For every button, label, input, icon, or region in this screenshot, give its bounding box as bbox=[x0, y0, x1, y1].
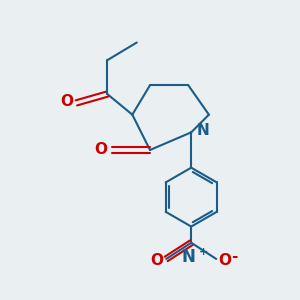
Text: N: N bbox=[196, 123, 209, 138]
Text: N: N bbox=[182, 248, 196, 266]
Text: O: O bbox=[94, 142, 107, 157]
Text: -: - bbox=[232, 248, 238, 263]
Text: +: + bbox=[199, 247, 208, 257]
Text: O: O bbox=[219, 253, 232, 268]
Text: O: O bbox=[150, 253, 163, 268]
Text: O: O bbox=[60, 94, 73, 109]
